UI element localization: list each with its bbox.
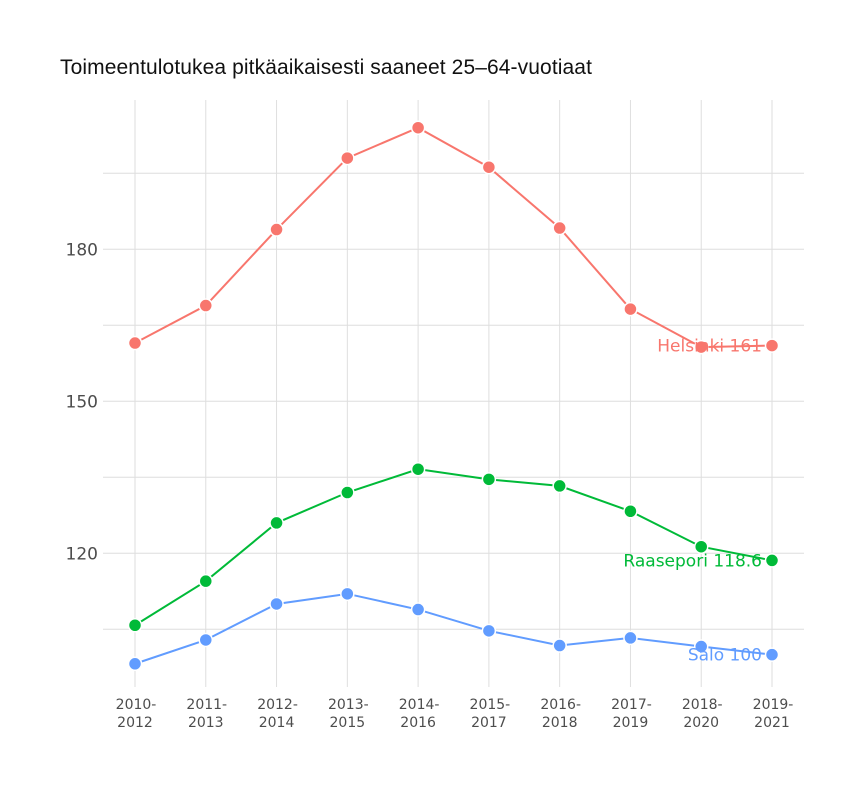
data-point[interactable] [481, 623, 497, 639]
data-point[interactable] [764, 553, 780, 568]
data-point[interactable] [623, 301, 638, 317]
end-label-salo: Salo 100 [688, 646, 762, 666]
x-tick-label: 2012-2014 [257, 697, 298, 731]
series-line [134, 126, 773, 349]
data-point[interactable] [410, 461, 426, 477]
data-point[interactable] [269, 222, 284, 237]
data-point[interactable] [269, 596, 284, 612]
data-point[interactable] [340, 150, 355, 166]
data-point[interactable] [340, 485, 355, 500]
x-tick-label: 2019-2021 [753, 697, 794, 731]
data-point[interactable] [198, 632, 214, 648]
data-point[interactable] [410, 120, 426, 135]
series-raasepori [127, 461, 780, 633]
data-point[interactable] [693, 539, 709, 554]
x-tick-label: 2013-2015 [328, 697, 369, 731]
end-label-helsinki: Helsinki 161 [657, 337, 762, 357]
x-axis-ticks: 2010-2012 2011-2013 2012-2014 2013-2015 2014… [116, 697, 794, 731]
data-point[interactable] [623, 630, 638, 646]
data-point[interactable] [552, 638, 567, 653]
x-tick-label: 2010-2012 [116, 697, 157, 731]
data-point[interactable] [127, 617, 143, 633]
data-point[interactable] [127, 335, 143, 351]
series-salo [127, 586, 780, 672]
series-lines [127, 120, 780, 672]
data-point[interactable] [410, 602, 426, 617]
series-line [134, 592, 773, 665]
data-point[interactable] [340, 586, 355, 602]
x-tick-label: 2017-2019 [611, 697, 652, 731]
data-point[interactable] [693, 339, 709, 355]
x-tick-label: 2014-2016 [399, 697, 440, 731]
data-point[interactable] [481, 159, 497, 175]
data-point[interactable] [552, 478, 567, 494]
series-end-labels: Helsinki 161 Raasepori 118.6 Salo 100 [623, 337, 762, 666]
data-point[interactable] [198, 573, 214, 589]
gridlines [103, 100, 804, 687]
x-tick-label: 2016-2018 [540, 697, 581, 731]
series-line [134, 468, 773, 627]
y-tick-label: 180 [66, 240, 98, 260]
data-point[interactable] [552, 220, 567, 236]
data-point[interactable] [198, 298, 214, 313]
data-point[interactable] [764, 647, 780, 662]
x-tick-label: 2018-2020 [682, 697, 723, 731]
y-axis-ticks: 120 150 180 [66, 240, 98, 564]
data-point[interactable] [269, 515, 284, 531]
chart-title: Toimeentulotukea pitkäaikaisesti saaneet… [60, 56, 593, 79]
data-point[interactable] [693, 639, 709, 654]
data-point[interactable] [481, 472, 497, 487]
data-point[interactable] [127, 656, 143, 672]
series-helsinki [127, 120, 780, 355]
y-tick-label: 150 [66, 392, 98, 412]
y-tick-label: 120 [66, 544, 98, 564]
end-label-raasepori: Raasepori 118.6 [623, 551, 762, 571]
x-tick-label: 2015-2017 [470, 697, 511, 731]
data-point[interactable] [623, 503, 638, 519]
data-point[interactable] [764, 338, 780, 353]
x-tick-label: 2011-2013 [186, 697, 227, 731]
